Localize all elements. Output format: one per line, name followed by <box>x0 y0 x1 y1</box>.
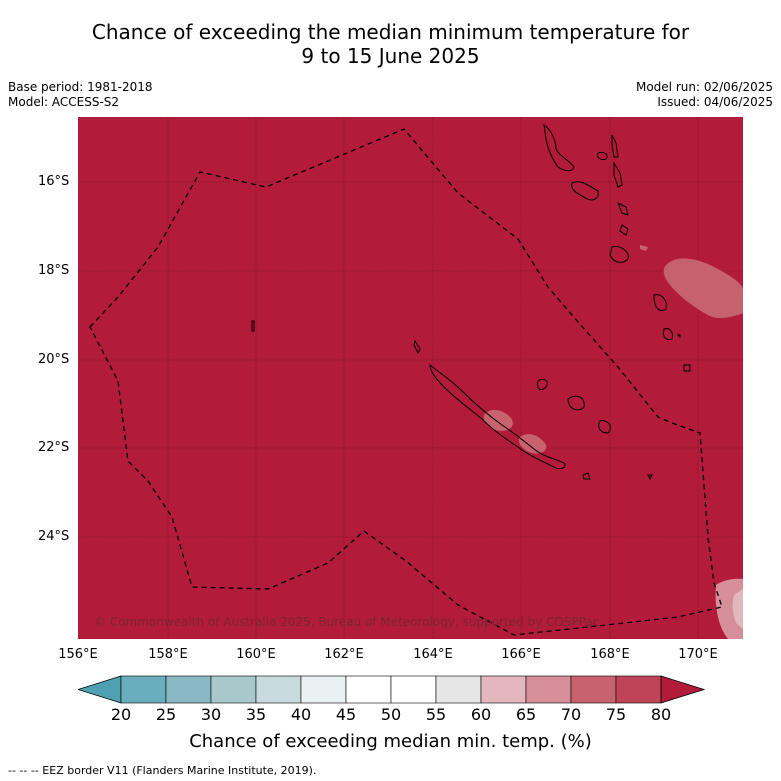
lon-tick-label: 166°E <box>501 647 541 662</box>
colorbar-segment <box>480 675 527 704</box>
vanuatu-erromango <box>653 294 667 311</box>
loyalty-lifou <box>567 395 585 411</box>
colorbar-tick-label: 35 <box>245 705 267 724</box>
map-canvas <box>78 117 743 639</box>
model-name: Model: ACCESS-S2 <box>8 95 120 109</box>
model-run: Model run: 02/06/2025 <box>635 80 773 94</box>
lon-tick-label: 162°E <box>324 647 364 662</box>
lat-tick-label: 16°S <box>38 174 70 189</box>
colorbar-tick-label: 30 <box>200 705 222 724</box>
patch-east-vanuatu <box>663 258 743 319</box>
coastlines <box>251 123 691 481</box>
colorbar-tick-label: 65 <box>515 705 537 724</box>
lon-tick-label: 158°E <box>148 647 188 662</box>
base-period: Base period: 1981-2018 <box>8 80 153 94</box>
lon-tick-label: 164°E <box>413 647 453 662</box>
chart-title-line-1: Chance of exceeding the median minimum t… <box>91 20 690 44</box>
belep-islands <box>413 339 421 355</box>
colorbar-segment <box>255 675 302 704</box>
colorbar-segment <box>525 675 572 704</box>
vanuatu-ambrym <box>597 152 608 160</box>
loyalty-mare <box>598 420 611 434</box>
colorbar-segment <box>210 675 257 704</box>
colorbar <box>78 675 705 704</box>
colorbar-tick-label: 50 <box>380 705 402 724</box>
lat-tick-label: 24°S <box>38 529 70 544</box>
colorbar-segment <box>615 675 662 704</box>
isle-of-pines <box>582 472 591 480</box>
colorbar-segment <box>300 675 347 704</box>
lat-tick-label: 20°S <box>38 352 70 367</box>
lon-tick-label: 156°E <box>58 647 98 662</box>
lon-tick-label: 160°E <box>236 647 276 662</box>
colorbar-title: Chance of exceeding median min. temp. (%… <box>189 731 592 752</box>
loyalty-ouvea <box>537 378 548 390</box>
colorbar-tick-label: 20 <box>110 705 132 724</box>
copyright-notice: © Commonwealth of Australia 2025, Bureau… <box>94 615 600 629</box>
metadata-left: Base period: 1981-2018 Model: ACCESS-S2 <box>8 80 153 110</box>
eez-legend-footnote: -- -- -- EEZ border V11 (Flanders Marine… <box>8 764 317 777</box>
colorbar-tick-label: 40 <box>290 705 312 724</box>
metadata-right: Model run: 02/06/2025 Issued: 04/06/2025 <box>636 80 773 110</box>
colorbar-segment <box>390 675 437 704</box>
colorbar-tick-label: 55 <box>425 705 447 724</box>
lon-tick-label: 168°E <box>590 647 630 662</box>
colorbar-extension-high <box>660 675 705 704</box>
chart-title-line-2: 9 to 15 June 2025 <box>301 44 480 68</box>
patch-new-caledonia-north <box>483 409 513 431</box>
colorbar-tick-label: 80 <box>650 705 672 724</box>
colorbar-segment <box>165 675 212 704</box>
colorbar-tick-label: 70 <box>560 705 582 724</box>
matthew-island <box>647 474 653 481</box>
colorbar-tick-label: 25 <box>155 705 177 724</box>
map-gridlines <box>78 117 743 639</box>
colorbar-segment <box>120 675 167 704</box>
eez-border <box>89 128 723 636</box>
lat-tick-label: 18°S <box>38 263 70 278</box>
vanuatu-pentecost <box>613 161 623 188</box>
colorbar-tick-label: 75 <box>605 705 627 724</box>
vanuatu-malekula <box>571 181 599 201</box>
lat-tick-label: 22°S <box>38 440 70 455</box>
colorbar-segment <box>570 675 617 704</box>
colorbar-tick-label: 60 <box>470 705 492 724</box>
vanuatu-efate <box>609 246 629 263</box>
chesterfield-islet <box>251 320 255 332</box>
vanuatu-maewo <box>611 134 619 158</box>
lower-probability-patches <box>483 245 743 639</box>
patch-new-caledonia-south <box>518 434 547 454</box>
hunter-island <box>676 334 681 339</box>
patch-southeast-inner <box>732 589 743 629</box>
colorbar-segment <box>345 675 392 704</box>
lon-tick-label: 170°E <box>678 647 718 662</box>
vanuatu-tanna <box>663 328 673 340</box>
vanuatu-espiritu-santo <box>543 123 575 172</box>
vanuatu-aneityum <box>683 364 691 372</box>
colorbar-segment <box>435 675 482 704</box>
colorbar-extension-low <box>78 675 122 704</box>
issued-date: Issued: 04/06/2025 <box>657 95 773 109</box>
new-caledonia-main-island <box>429 363 566 470</box>
map-panel <box>78 117 743 639</box>
patch-small-vanuatu <box>640 245 648 251</box>
vanuatu-epi <box>617 201 629 216</box>
vanuatu-shepherd <box>619 224 629 236</box>
colorbar-tick-label: 45 <box>335 705 357 724</box>
